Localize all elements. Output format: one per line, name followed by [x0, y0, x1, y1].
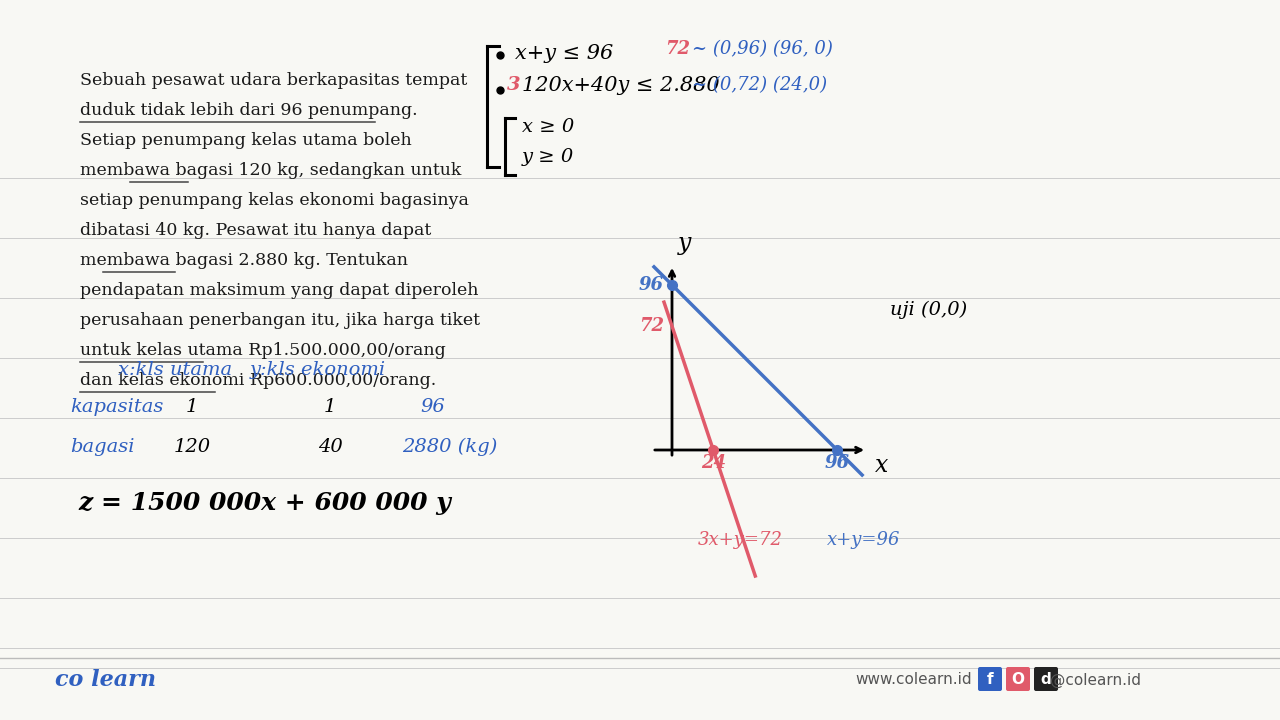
Text: 40: 40	[317, 438, 342, 456]
Text: pendapatan maksimum yang dapat diperoleh: pendapatan maksimum yang dapat diperoleh	[79, 282, 479, 299]
Text: 2880 (kg): 2880 (kg)	[402, 438, 498, 456]
Text: perusahaan penerbangan itu, jika harga tiket: perusahaan penerbangan itu, jika harga t…	[79, 312, 480, 329]
Text: dan kelas ekonomi Rp600.000,00/orang.: dan kelas ekonomi Rp600.000,00/orang.	[79, 372, 436, 389]
Text: 72: 72	[666, 40, 690, 58]
Text: 96: 96	[639, 276, 664, 294]
Text: x:kls utama: x:kls utama	[118, 361, 232, 379]
Text: f: f	[987, 672, 993, 688]
Text: O: O	[1011, 672, 1024, 688]
Text: d: d	[1041, 672, 1051, 688]
Text: membawa bagasi 120 kg, sedangkan untuk: membawa bagasi 120 kg, sedangkan untuk	[79, 162, 461, 179]
Text: ~ (0,72) (24,0): ~ (0,72) (24,0)	[692, 76, 827, 94]
Text: 1: 1	[324, 398, 337, 416]
Text: kapasitas: kapasitas	[70, 398, 164, 416]
Text: uji (0,0): uji (0,0)	[890, 301, 968, 319]
Text: 24: 24	[700, 454, 726, 472]
Text: x+y=96: x+y=96	[827, 531, 901, 549]
Text: Sebuah pesawat udara berkapasitas tempat: Sebuah pesawat udara berkapasitas tempat	[79, 72, 467, 89]
Text: 3: 3	[507, 76, 521, 94]
Text: 96: 96	[420, 398, 444, 416]
FancyBboxPatch shape	[1006, 667, 1030, 691]
FancyBboxPatch shape	[1034, 667, 1059, 691]
Text: 3x+y=72: 3x+y=72	[699, 531, 783, 549]
Text: 72: 72	[639, 317, 664, 335]
Text: z = 1500 000x + 600 000 y: z = 1500 000x + 600 000 y	[78, 491, 451, 515]
Text: www.colearn.id: www.colearn.id	[855, 672, 972, 688]
Text: 96: 96	[824, 454, 850, 472]
Text: 120: 120	[173, 438, 211, 456]
Text: y ≥ 0: y ≥ 0	[522, 148, 575, 166]
Text: duduk tidak lebih dari 96 penumpang.: duduk tidak lebih dari 96 penumpang.	[79, 102, 417, 119]
Text: y:kls ekonomi: y:kls ekonomi	[250, 361, 387, 379]
Text: y: y	[678, 232, 691, 255]
Text: x ≥ 0: x ≥ 0	[522, 118, 575, 136]
Text: dibatasi 40 kg. Pesawat itu hanya dapat: dibatasi 40 kg. Pesawat itu hanya dapat	[79, 222, 431, 239]
Text: x: x	[876, 454, 888, 477]
Text: setiap penumpang kelas ekonomi bagasinya: setiap penumpang kelas ekonomi bagasinya	[79, 192, 468, 209]
Text: co learn: co learn	[55, 669, 156, 691]
FancyBboxPatch shape	[978, 667, 1002, 691]
Text: bagasi: bagasi	[70, 438, 134, 456]
Text: x+y ≤ 96: x+y ≤ 96	[515, 44, 613, 63]
Text: @colearn.id: @colearn.id	[1050, 672, 1140, 688]
Text: Setiap penumpang kelas utama boleh: Setiap penumpang kelas utama boleh	[79, 132, 412, 149]
Text: membawa bagasi 2.880 kg. Tentukan: membawa bagasi 2.880 kg. Tentukan	[79, 252, 408, 269]
Text: 1: 1	[186, 398, 198, 416]
Text: 120x+40y ≤ 2.880: 120x+40y ≤ 2.880	[522, 76, 719, 95]
Text: ~ (0,96) (96, 0): ~ (0,96) (96, 0)	[692, 40, 833, 58]
Text: untuk kelas utama Rp1.500.000,00/orang: untuk kelas utama Rp1.500.000,00/orang	[79, 342, 445, 359]
